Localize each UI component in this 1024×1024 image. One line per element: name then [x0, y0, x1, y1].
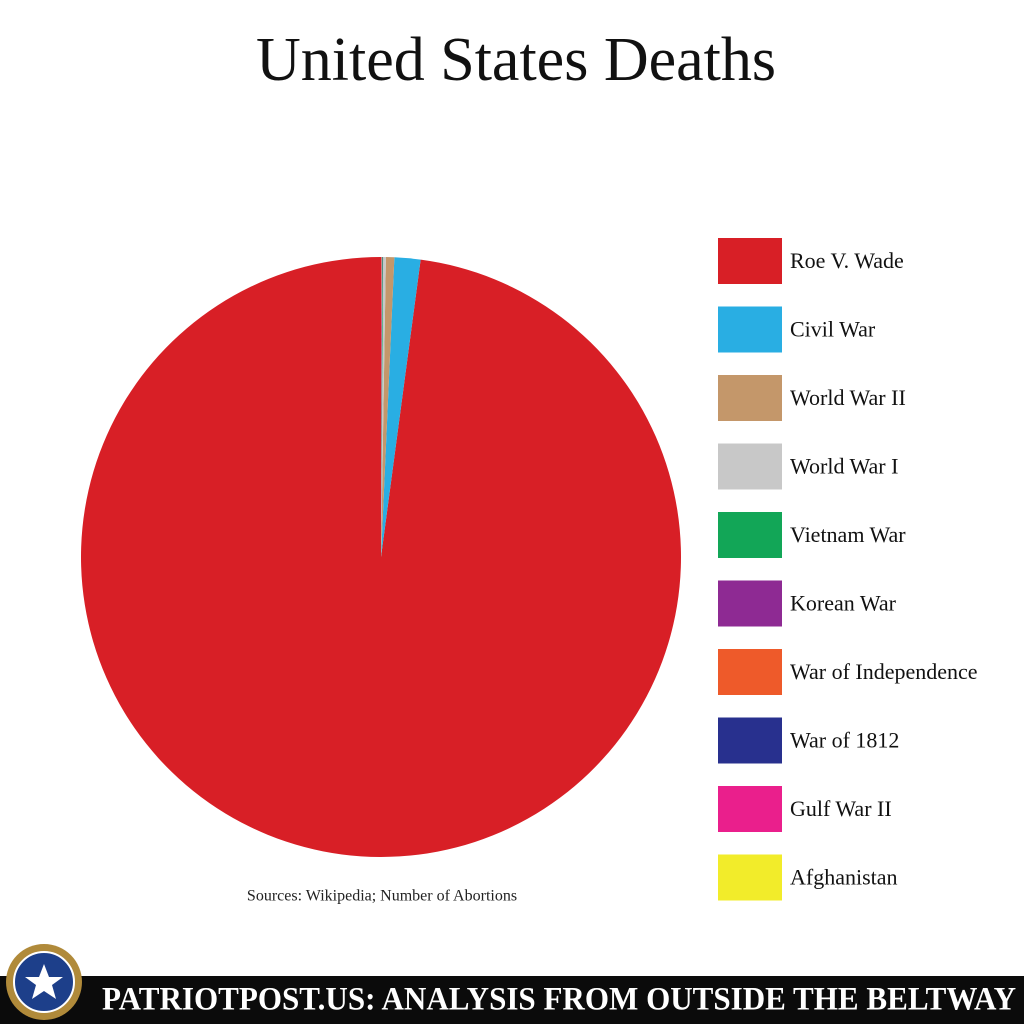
legend-label: Roe V. Wade: [790, 248, 904, 273]
legend-label: War of 1812: [790, 728, 899, 753]
legend-label: Afghanistan: [790, 865, 898, 890]
legend-label: War of Independence: [790, 659, 978, 684]
pie-slice: [80, 257, 681, 857]
logo-star: [25, 964, 63, 999]
legend-label: World War II: [790, 385, 906, 410]
legend-label: Vietnam War: [790, 522, 906, 547]
legend-swatch: [718, 512, 782, 558]
legend-swatch: [718, 717, 782, 764]
legend-swatch: [718, 649, 782, 695]
chart-title: United States Deaths: [256, 26, 776, 94]
legend-swatch: [718, 854, 782, 901]
legend-label: Korean War: [790, 591, 897, 616]
legend-label: World War I: [790, 454, 898, 479]
legend-label: Civil War: [790, 317, 876, 342]
pie-slice: [381, 257, 386, 557]
legend-swatch: [718, 375, 782, 421]
legend-swatch: [718, 306, 782, 353]
legend-swatch: [718, 580, 782, 627]
legend-label: Gulf War II: [790, 796, 892, 821]
footer-bar: [0, 976, 1024, 1024]
pie-slice: [381, 257, 382, 557]
source-note: Sources: Wikipedia; Number of Abortions: [247, 888, 517, 905]
pie-slice: [381, 257, 395, 557]
pie-slice: [381, 257, 384, 557]
legend-swatch: [718, 786, 782, 832]
pie-slice: [381, 257, 421, 557]
legend-swatch: [718, 443, 782, 490]
pie-slice: [381, 257, 383, 557]
footer-text: PATRIOTPOST.US: ANALYSIS FROM OUTSIDE TH…: [102, 982, 1016, 1018]
legend-swatch: [718, 238, 782, 284]
